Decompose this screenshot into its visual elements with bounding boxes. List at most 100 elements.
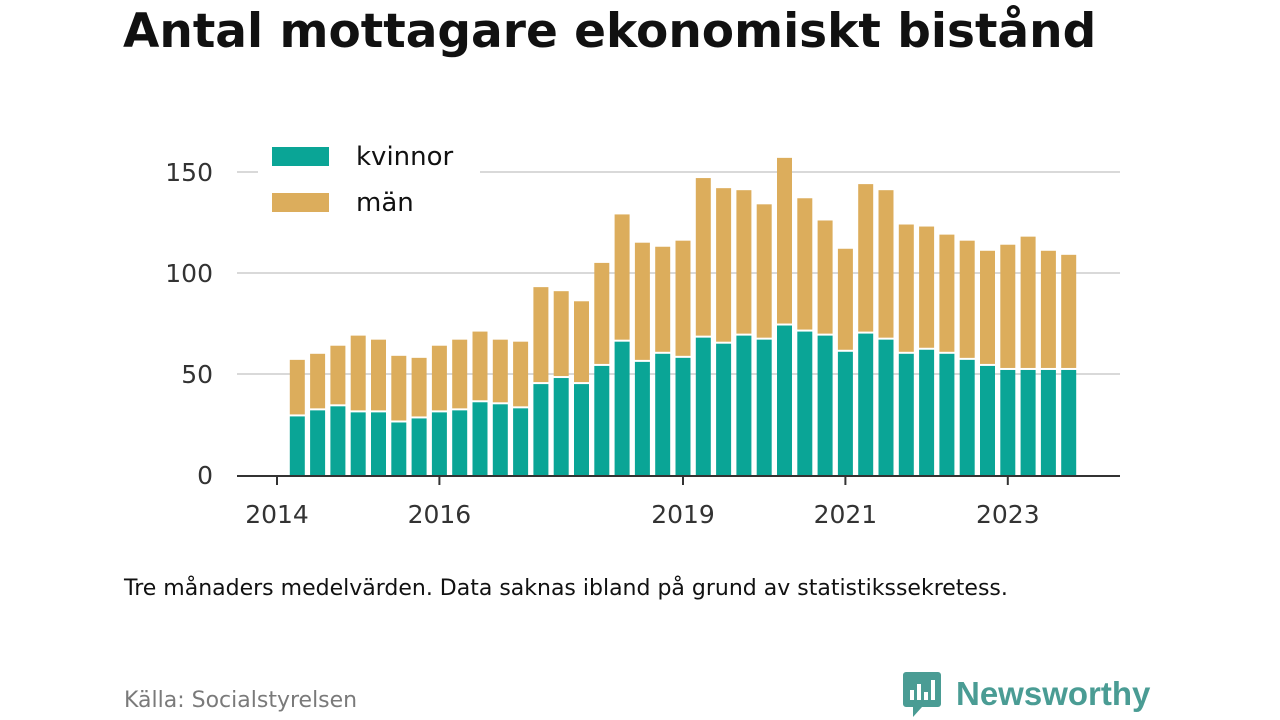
y-tick-label: 0 xyxy=(197,461,213,490)
bar-man xyxy=(492,339,508,403)
legend: kvinnor män xyxy=(258,132,480,228)
bar-kvinnor xyxy=(492,404,508,475)
x-tick-label: 2021 xyxy=(814,500,878,529)
bar-man xyxy=(980,250,995,364)
bar-man xyxy=(675,240,691,356)
bar-kvinnor xyxy=(310,410,326,475)
bar-kvinnor xyxy=(959,359,975,475)
bar-man xyxy=(716,188,732,342)
y-tick-label: 100 xyxy=(165,259,213,288)
bar-man xyxy=(472,331,488,401)
bar-man xyxy=(1020,236,1036,368)
bar-kvinnor xyxy=(980,365,995,475)
bar-kvinnor xyxy=(330,406,346,475)
bar-man xyxy=(431,345,447,411)
source-label: Källa: Socialstyrelsen xyxy=(124,688,358,713)
bar-kvinnor xyxy=(452,410,468,475)
bar-man xyxy=(756,204,772,338)
bar-kvinnor xyxy=(736,335,752,475)
bar-kvinnor xyxy=(634,361,650,475)
bar-man xyxy=(411,357,427,417)
bar-man xyxy=(391,355,407,421)
bar-man xyxy=(837,248,853,350)
bar-man xyxy=(614,214,630,340)
bar-kvinnor xyxy=(797,331,813,475)
bar-kvinnor xyxy=(675,357,691,475)
bar-kvinnor xyxy=(513,408,529,475)
bar-man xyxy=(513,341,529,407)
brand-name: Newsworthy xyxy=(956,675,1151,712)
legend-label: kvinnor xyxy=(356,142,454,172)
bar-kvinnor xyxy=(878,339,894,475)
bar-man xyxy=(736,190,752,334)
bar-man xyxy=(878,190,894,338)
bar-kvinnor xyxy=(431,412,447,475)
bars xyxy=(289,157,1077,475)
bar-kvinnor xyxy=(1040,369,1056,475)
bar-kvinnor xyxy=(898,353,914,475)
x-tick-label: 2019 xyxy=(651,500,715,529)
bar-kvinnor xyxy=(371,412,386,475)
bar-man xyxy=(634,242,650,360)
bar-man xyxy=(655,246,671,352)
bar-kvinnor xyxy=(939,353,955,475)
bar-man xyxy=(858,184,874,332)
bar-kvinnor xyxy=(614,341,630,475)
bar-man xyxy=(330,345,346,405)
bar-man xyxy=(1040,250,1056,368)
bar-kvinnor xyxy=(716,343,732,475)
bar-kvinnor xyxy=(655,353,671,475)
y-axis-ticks: 0 50 100 150 xyxy=(165,158,213,490)
bar-man xyxy=(898,224,914,352)
bar-kvinnor xyxy=(858,333,874,475)
bar-man xyxy=(1061,254,1077,368)
bar-kvinnor xyxy=(756,339,772,475)
x-tick-label: 2023 xyxy=(976,500,1040,529)
bar-man xyxy=(452,339,468,409)
bar-kvinnor xyxy=(391,422,407,475)
legend-label: män xyxy=(356,188,414,218)
brand: Newsworthy xyxy=(902,670,1150,718)
bar-kvinnor xyxy=(289,416,305,475)
bar-man xyxy=(553,291,569,377)
bar-man xyxy=(533,287,549,383)
chart-title: Antal mottagare ekonomiskt bistånd xyxy=(123,4,1097,59)
bar-kvinnor xyxy=(411,418,427,475)
bar-man xyxy=(350,335,366,411)
bar-man xyxy=(817,220,833,334)
x-tick-label: 2014 xyxy=(245,500,309,529)
newsworthy-logo-icon xyxy=(903,672,941,717)
bar-kvinnor xyxy=(553,378,569,475)
bar-kvinnor xyxy=(350,412,366,475)
bar-man xyxy=(289,359,305,415)
bar-man xyxy=(939,234,955,352)
stacked-bar-chart: 2014 2016 2019 2021 2023 0 50 100 150 kvinnor mä… xyxy=(165,132,1120,529)
bar-kvinnor xyxy=(817,335,833,475)
bar-kvinnor xyxy=(594,365,610,475)
bar-man xyxy=(1000,244,1016,368)
bar-kvinnor xyxy=(695,337,711,475)
legend-swatch xyxy=(272,147,329,166)
bar-man xyxy=(797,198,813,330)
bar-kvinnor xyxy=(837,351,853,475)
bar-man xyxy=(777,157,792,324)
bar-man xyxy=(695,178,711,336)
bar-man xyxy=(959,240,975,358)
bar-kvinnor xyxy=(919,349,935,475)
bar-kvinnor xyxy=(472,402,488,475)
bar-man xyxy=(371,339,386,411)
footnote: Tre månaders medelvärden. Data saknas ib… xyxy=(124,576,1008,601)
bar-kvinnor xyxy=(574,384,589,475)
bar-man xyxy=(574,301,589,383)
x-axis-ticks: 2014 2016 2019 2021 2023 xyxy=(245,477,1040,529)
bar-kvinnor xyxy=(1020,369,1036,475)
x-tick-label: 2016 xyxy=(408,500,472,529)
bar-man xyxy=(310,353,326,409)
bar-kvinnor xyxy=(777,325,792,475)
y-tick-label: 150 xyxy=(165,158,213,187)
y-tick-label: 50 xyxy=(181,360,213,389)
bar-man xyxy=(919,226,935,348)
bar-kvinnor xyxy=(1000,369,1016,475)
bar-kvinnor xyxy=(1061,369,1077,475)
bar-man xyxy=(594,262,610,364)
